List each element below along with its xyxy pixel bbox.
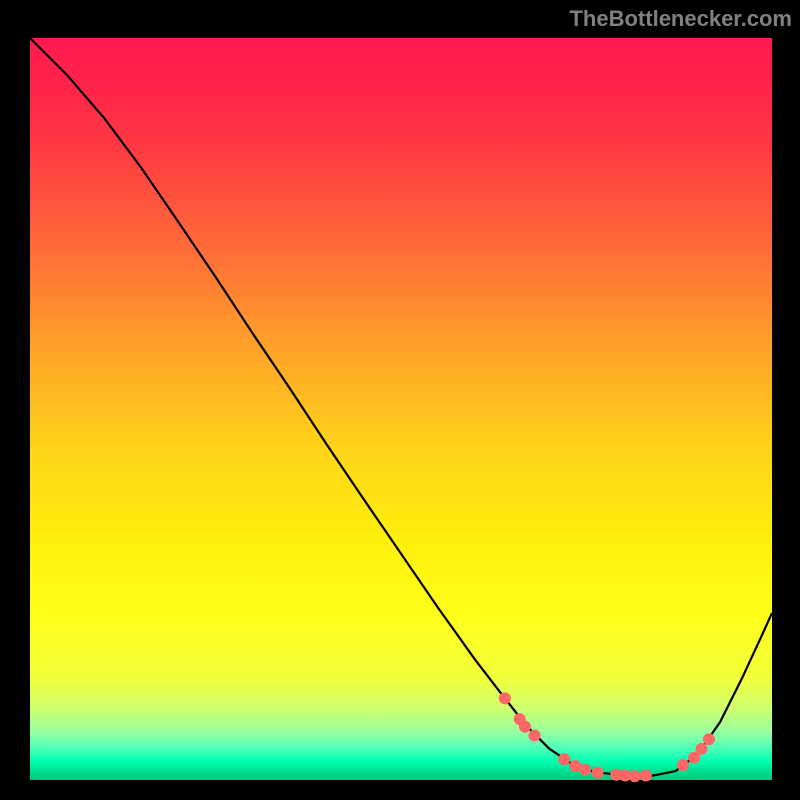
chart-svg (0, 0, 800, 800)
marker-dot (529, 730, 540, 741)
marker-dot (499, 693, 510, 704)
marker-dot (559, 754, 570, 765)
marker-dot (519, 721, 530, 732)
watermark-text: TheBottlenecker.com (569, 6, 792, 32)
marker-dot (696, 743, 707, 754)
marker-dot (703, 734, 714, 745)
marker-dot (640, 770, 651, 781)
marker-dot (592, 767, 603, 778)
chart-container: TheBottlenecker.com (0, 0, 800, 800)
marker-dot (689, 752, 700, 763)
plot-area (30, 38, 772, 780)
marker-dot (629, 771, 640, 782)
marker-dot (580, 764, 591, 775)
marker-dot (677, 760, 688, 771)
